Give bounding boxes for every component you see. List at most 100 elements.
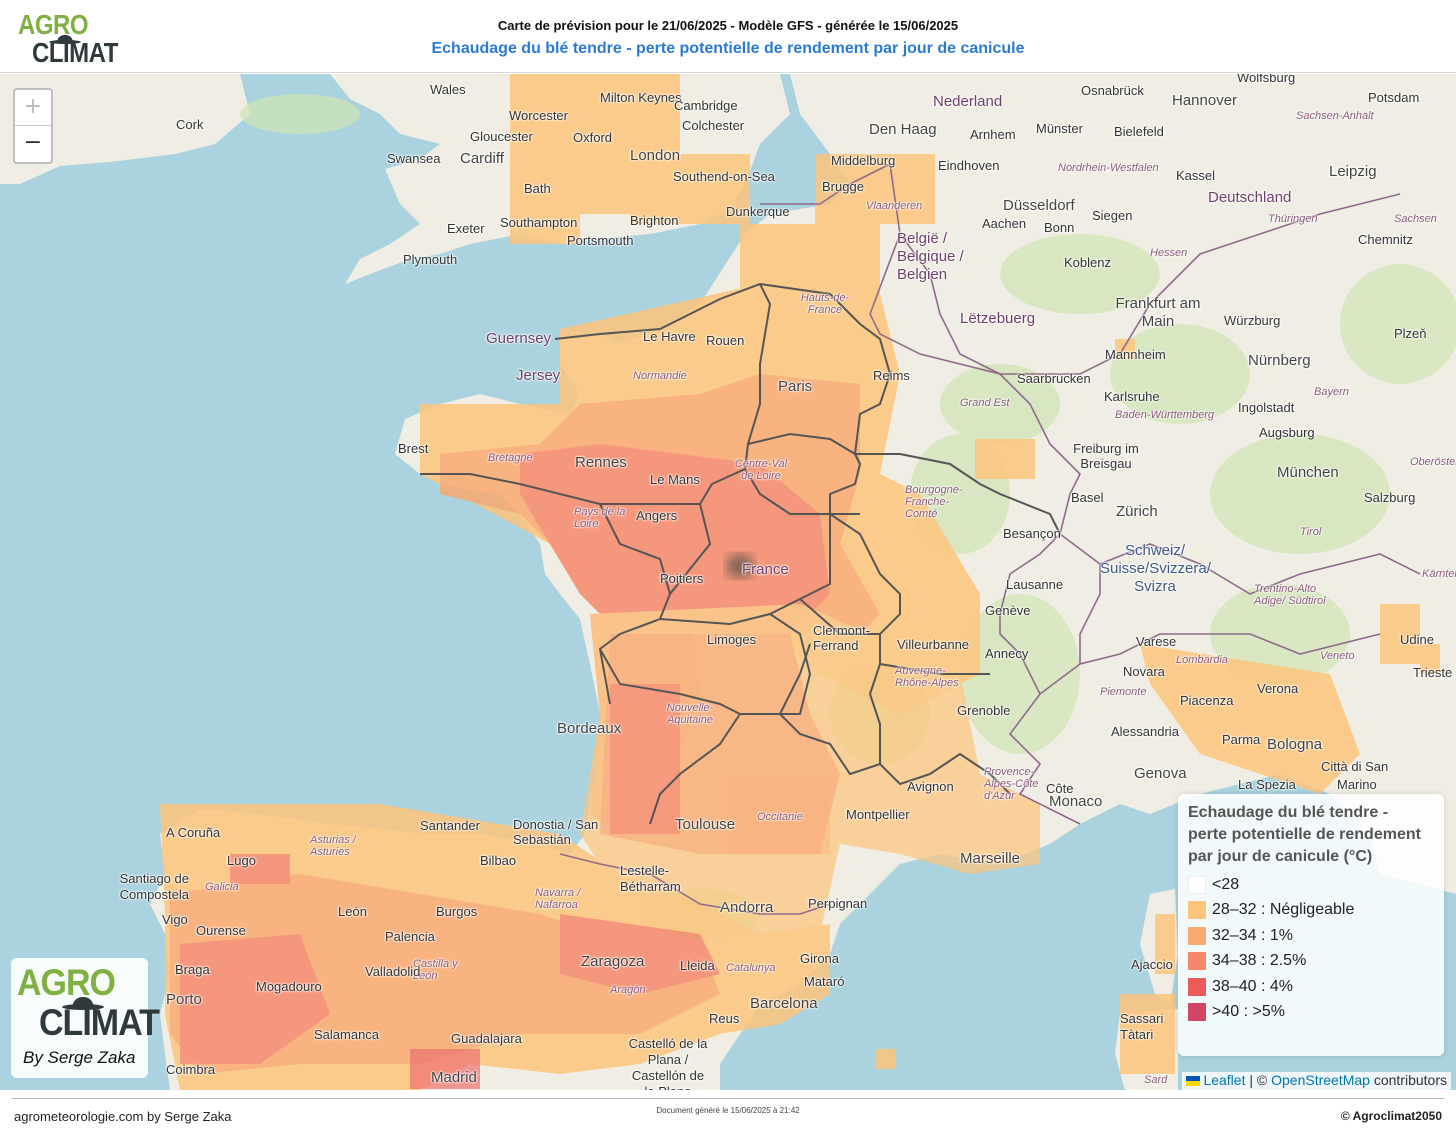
label-dunkerque: Dunkerque	[726, 204, 790, 219]
ukraine-flag-icon	[1185, 1076, 1200, 1086]
footer-generated: Document généré le 15/06/2025 à 21:42	[656, 1106, 800, 1115]
label-novara: Novara	[1123, 664, 1165, 679]
label-marseille: Marseille	[960, 850, 1021, 867]
label-santiago: Santiago de Compostela	[119, 871, 189, 902]
legend-swatch	[1188, 926, 1206, 945]
label-normandie: Normandie	[633, 370, 687, 382]
label-gloucester: Gloucester	[470, 129, 533, 144]
label-avignon: Avignon	[907, 779, 954, 794]
label-chemnitz: Chemnitz	[1358, 232, 1413, 247]
forecast-line: Carte de prévision pour le 21/06/2025 - …	[497, 18, 959, 33]
label-mogadouro: Mogadouro	[256, 979, 322, 994]
label-geneve: Genève	[985, 603, 1031, 618]
label-leipzig: Leipzig	[1329, 163, 1377, 180]
label-deutschland: Deutschland	[1208, 189, 1292, 206]
label-reims: Reims	[873, 368, 910, 383]
label-andorra: Andorra	[720, 899, 774, 916]
label-reus: Reus	[709, 1011, 740, 1026]
label-wurzburg: Würzburg	[1224, 313, 1281, 328]
label-bretagne: Bretagne	[488, 452, 533, 464]
agroclimat-logo-top: AGRO CLIMAT	[18, 10, 118, 69]
label-alessandria: Alessandria	[1111, 724, 1179, 739]
leaflet-link[interactable]: Leaflet	[1203, 1072, 1246, 1088]
logo-agro-text: AGRO	[18, 10, 89, 42]
label-santander: Santander	[420, 818, 480, 833]
label-frankfurt: Frankfurt am Main	[1115, 295, 1201, 330]
label-besancon: Besançon	[1003, 526, 1061, 541]
map-attribution: Leaflet | © OpenStreetMap contributors	[1181, 1072, 1451, 1090]
label-lausanne: Lausanne	[1006, 577, 1064, 592]
label-marino: Marino	[1337, 777, 1377, 792]
label-middelburg: Middelburg	[831, 153, 896, 168]
label-piacenza: Piacenza	[1180, 693, 1234, 708]
country-borders	[559, 162, 1421, 915]
label-coimbra: Coimbra	[166, 1062, 216, 1077]
label-braga: Braga	[175, 962, 210, 977]
label-genova: Genova	[1134, 765, 1187, 782]
map-title: Echaudage du blé tendre - perte potentie…	[431, 40, 1025, 57]
map-view[interactable]: Wales Cork Swansea Cardiff Gloucester Wo…	[0, 74, 1456, 1090]
label-grand-est: Grand Est	[960, 397, 1010, 409]
label-villeurbanne: Villeurbanne	[897, 637, 970, 652]
label-montpellier: Montpellier	[846, 807, 910, 822]
label-aachen: Aachen	[982, 216, 1027, 231]
logo-box-author: By Serge Zaka	[23, 1048, 136, 1067]
label-citta-san: Città di San	[1321, 759, 1389, 774]
header: AGRO CLIMAT Carte de prévision pour le 2…	[0, 0, 1456, 73]
zoom-in-button[interactable]: +	[15, 90, 51, 126]
label-sachsen: Sachsen	[1394, 213, 1437, 225]
label-poitiers: Poitiers	[660, 571, 704, 586]
label-zurich: Zürich	[1116, 503, 1158, 520]
label-galicia: Galicia	[205, 881, 239, 893]
legend-label: 28–32 : Négligeable	[1212, 901, 1355, 919]
footer-rule	[12, 1098, 1444, 1099]
label-vlaanderen: Vlaanderen	[866, 200, 923, 212]
label-southampton: Southampton	[500, 215, 578, 230]
hat-icon	[49, 35, 81, 44]
label-toulouse: Toulouse	[675, 816, 736, 833]
label-guernsey: Guernsey	[486, 330, 552, 347]
legend-title: Echaudage du blé tendre - perte potentie…	[1188, 804, 1421, 865]
footer-site: agrometeorologie.com by Serge Zaka	[14, 1109, 232, 1124]
label-rouen: Rouen	[706, 333, 745, 348]
label-oxford: Oxford	[573, 130, 613, 145]
label-centre: Centre-Val de Loire	[734, 458, 788, 482]
label-porto: Porto	[166, 991, 202, 1008]
label-bilbao: Bilbao	[480, 853, 517, 868]
label-bw: Baden-Württemberg	[1115, 409, 1215, 421]
label-milton-keynes: Milton Keynes	[600, 90, 682, 105]
label-leon: León	[338, 904, 367, 919]
label-koblenz: Koblenz	[1064, 255, 1111, 270]
label-cork: Cork	[176, 117, 204, 132]
label-southend: Southend-on-Sea	[673, 169, 775, 184]
legend-label: <28	[1212, 875, 1240, 893]
label-swansea: Swansea	[387, 151, 441, 166]
zoom-out-button[interactable]: −	[23, 130, 43, 155]
legend-label: 34–38 : 2.5%	[1212, 952, 1307, 970]
heat-grid	[160, 74, 1440, 1090]
label-occitanie: Occitanie	[757, 811, 803, 823]
osm-link[interactable]: OpenStreetMap	[1271, 1072, 1370, 1088]
label-girona: Girona	[800, 951, 840, 966]
label-schweiz: Schweiz/ Suisse/Svizzera/ Svizra	[1100, 542, 1211, 595]
label-saarbrucken: Saarbrücken	[1017, 371, 1091, 386]
label-asturias: Asturias / Asturies	[310, 834, 356, 858]
label-veneto: Veneto	[1320, 650, 1355, 662]
legend-item: >40 : >5%	[1188, 1000, 1434, 1026]
legend-swatch	[1188, 977, 1206, 996]
label-mataro: Mataró	[804, 974, 845, 989]
legend-swatch	[1188, 952, 1206, 971]
land-ireland	[0, 74, 250, 184]
legend-swatch	[1188, 901, 1206, 920]
label-hessen: Hessen	[1150, 247, 1188, 259]
label-exeter: Exeter	[447, 221, 485, 236]
label-limoges: Limoges	[707, 632, 757, 647]
label-trentino: Trentino-Alto Adige/ Südtirol	[1254, 583, 1326, 607]
label-siegen: Siegen	[1092, 208, 1133, 223]
label-freiburg: Freiburg im Breisgau	[1073, 441, 1139, 471]
label-colchester: Colchester	[682, 118, 745, 133]
legend-item: 38–40 : 4%	[1188, 974, 1434, 1000]
label-hauts-de-france: Hauts-de-France	[800, 292, 850, 316]
label-rennes: Rennes	[575, 454, 627, 471]
label-bologna: Bologna	[1267, 736, 1323, 753]
